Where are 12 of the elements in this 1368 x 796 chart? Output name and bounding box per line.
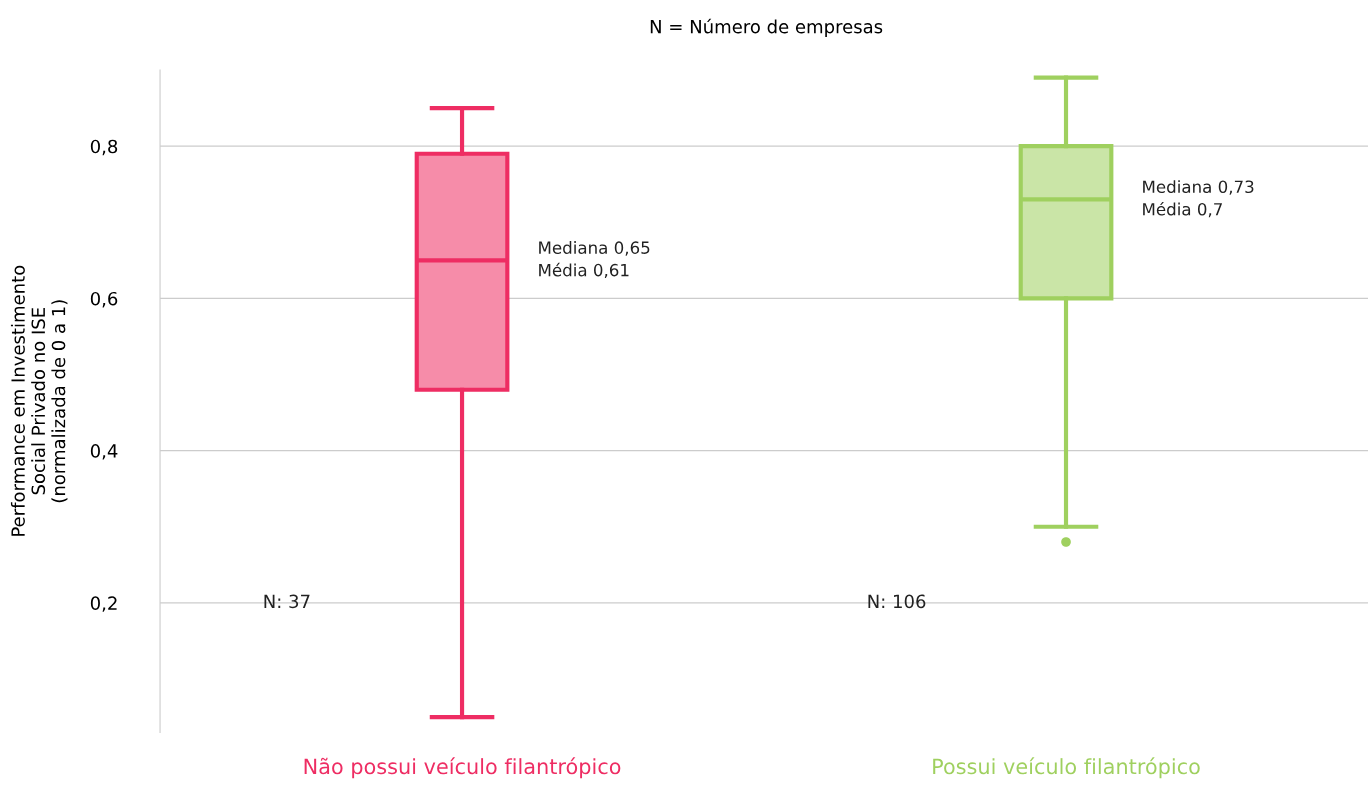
y-tick-label: 0,6 [90, 291, 118, 308]
y-tick-label: 0,4 [90, 444, 118, 460]
y-axis-title: Performance em Investimento Social Privado no ISE (normalizada de 0 a 1) [10, 265, 68, 536]
x-tick-label: Não possui veículo filantrópico [304, 757, 621, 779]
y-tick-label: 0,2 [90, 596, 117, 612]
annotation: N: 106 [868, 594, 926, 609]
annotation: Mediana 0,65 Média 0,61 [539, 241, 650, 279]
y-tick-label: 0,8 [90, 139, 118, 156]
chart-title: N = Número de empresas [650, 18, 883, 37]
x-tick-label: Possui veículo filantrópico [933, 757, 1200, 779]
annotation: Mediana 0,73 Média 0,7 [1143, 180, 1254, 218]
annotation: N: 37 [264, 594, 310, 609]
